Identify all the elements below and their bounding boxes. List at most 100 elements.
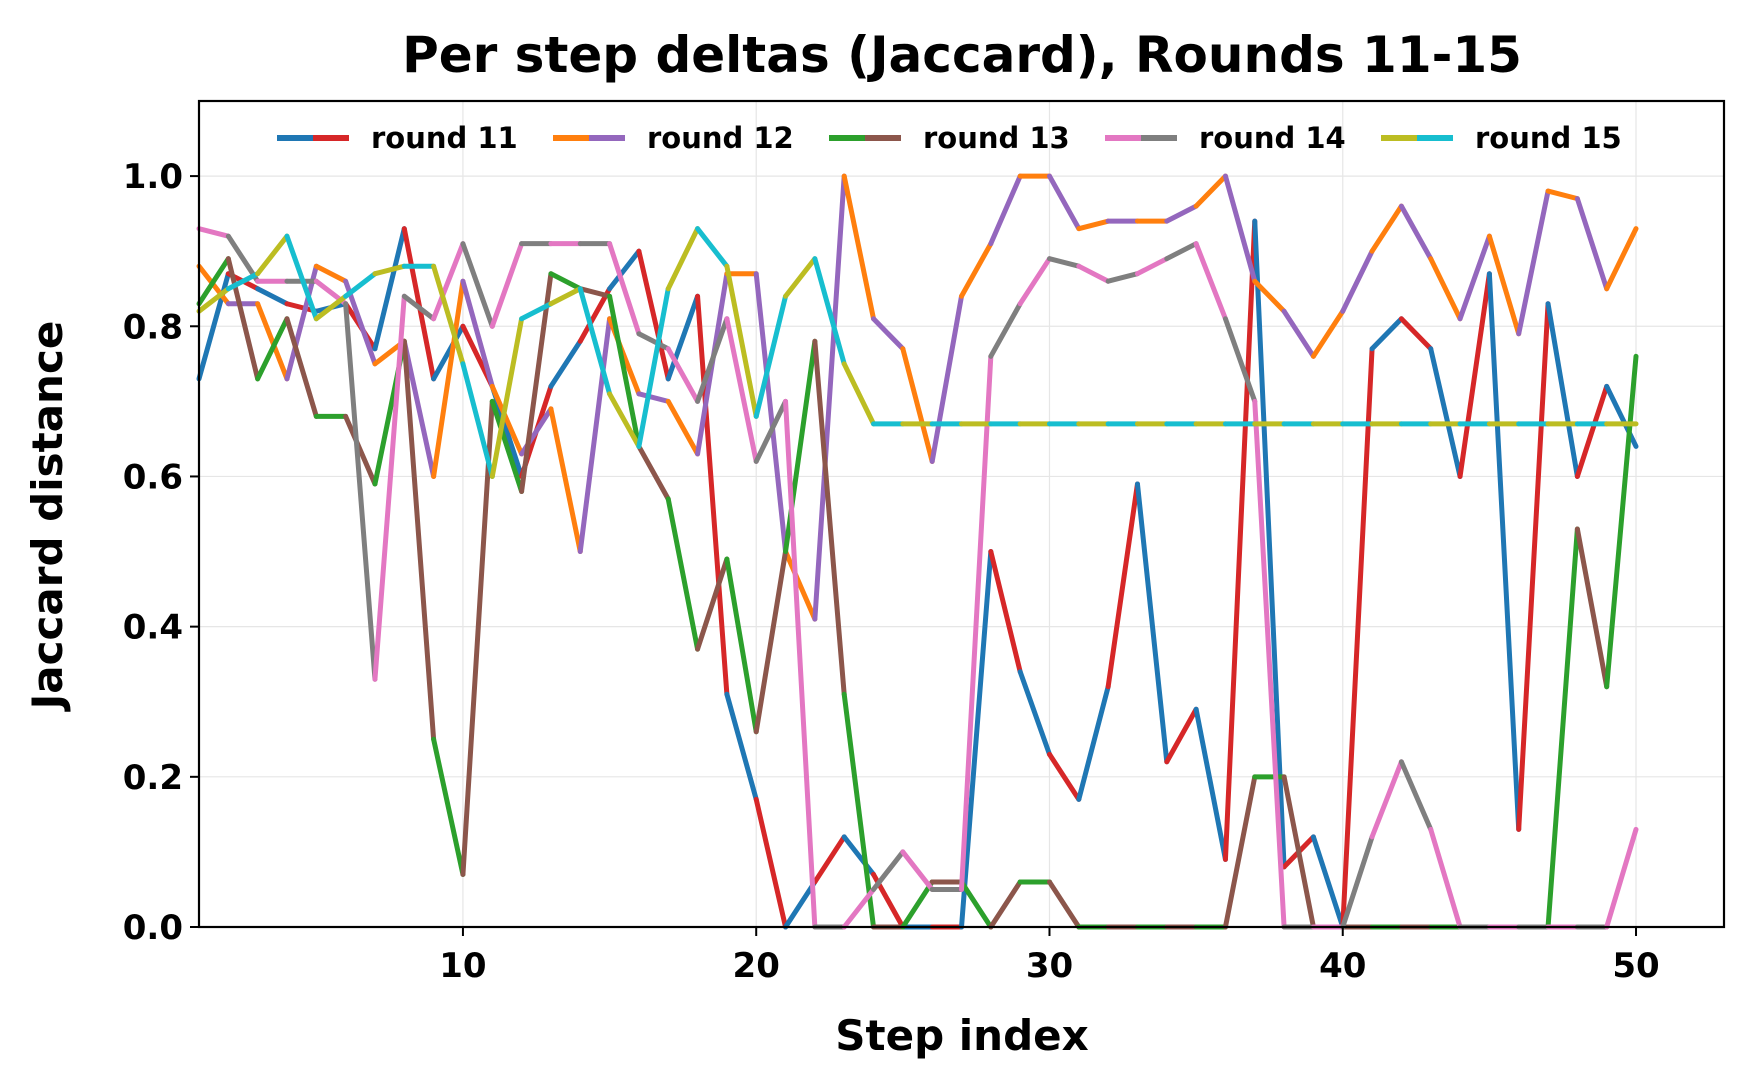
series-segment [1222, 316, 1258, 404]
x-tick-label: 10 [439, 946, 486, 986]
series-segment [988, 549, 1023, 675]
x-tick-label: 40 [1319, 946, 1366, 986]
series-segment [1105, 271, 1140, 284]
series-segment [1604, 226, 1639, 292]
series-segment [841, 691, 877, 930]
x-tick-label: 50 [1612, 946, 1659, 986]
series-segment [871, 849, 906, 892]
series-segment [1017, 669, 1052, 757]
series-segment [1398, 316, 1434, 352]
series-segment [1046, 256, 1082, 269]
series-segment [607, 241, 642, 337]
y-tick-label: 0.2 [123, 758, 183, 798]
series-segment [489, 241, 525, 329]
series-segment [1310, 834, 1346, 930]
series-segment [1545, 301, 1580, 479]
series-segment [1193, 173, 1228, 209]
legend-entry: round 14 [1105, 121, 1346, 155]
series-segment [196, 226, 231, 239]
chart-title: Per step deltas (Jaccard), Rounds 11-15 [402, 26, 1522, 84]
series-segment [900, 849, 935, 892]
legend-label: round 11 [371, 121, 518, 155]
series-segment [783, 879, 818, 930]
series-segment [548, 286, 583, 307]
series-segment [343, 413, 378, 487]
series-segment [665, 398, 701, 457]
legend: round 11 round 12 round 13 round 14 round 15 [277, 121, 1622, 155]
series-segment [959, 353, 994, 892]
series-segment [1222, 774, 1258, 930]
series-segment [988, 301, 1023, 359]
series-segment [284, 263, 319, 382]
series-segment [1046, 173, 1082, 232]
series-segment [196, 286, 231, 314]
series-segment [372, 226, 407, 352]
series-segment [489, 316, 525, 479]
series-segment [636, 391, 671, 404]
series-segment [1046, 751, 1082, 802]
series-segment [724, 691, 759, 802]
series-segment [900, 879, 935, 930]
series-segment [695, 226, 730, 269]
series-segment [1076, 218, 1111, 232]
series-segment [548, 406, 583, 555]
series-segment [812, 256, 847, 367]
series-segment [489, 398, 525, 494]
series-segment [695, 316, 730, 404]
series-segment [636, 331, 671, 352]
series-segment [1164, 203, 1199, 224]
series-round-14 [196, 226, 1639, 930]
series-segment [959, 241, 994, 299]
x-tick-label: 30 [1026, 946, 1073, 986]
series-segment [548, 338, 583, 389]
series-segment [431, 263, 466, 367]
series-segment [1545, 188, 1580, 202]
series-segment [1222, 218, 1258, 862]
series-segment [255, 301, 290, 382]
series-segment [519, 301, 554, 322]
series-segment [372, 293, 407, 682]
series-segment [431, 278, 466, 479]
series-segment [548, 271, 583, 292]
series-segment [1457, 271, 1492, 479]
series-segment [343, 271, 378, 299]
series-round-11 [196, 218, 1639, 930]
series-segment [1340, 346, 1375, 930]
series-segment [401, 338, 437, 742]
series-segment [489, 383, 525, 457]
series-segment [929, 293, 964, 464]
series-segment [695, 556, 730, 652]
series-segment [841, 886, 877, 930]
series-segment [959, 549, 994, 930]
y-tick-label: 1.0 [123, 157, 183, 197]
series-round-13 [196, 256, 1639, 930]
series-segment [1428, 826, 1463, 930]
series-segment [1457, 233, 1492, 322]
series-segment [1369, 759, 1404, 840]
series-segment [607, 391, 642, 449]
series-segment [812, 338, 847, 697]
legend-entry: round 13 [829, 121, 1070, 155]
series-segment [1164, 241, 1199, 262]
gridlines [199, 101, 1724, 928]
series-segment [401, 226, 437, 382]
series-segment [1398, 759, 1434, 832]
series-segment [225, 271, 261, 292]
series-segment [1017, 256, 1052, 307]
series-segment [431, 323, 466, 382]
series-segment [607, 293, 642, 449]
series-segment [783, 256, 818, 299]
legend-entry: round 11 [277, 121, 518, 155]
series-segment [988, 173, 1023, 247]
series-segment [1545, 526, 1580, 930]
series-segment [812, 834, 847, 885]
legend-entry: round 12 [553, 121, 794, 155]
series-segment [724, 556, 759, 735]
series-segment [841, 361, 877, 427]
plot-frame [197, 99, 1726, 929]
series-segment [1076, 263, 1111, 284]
series-segment [1428, 346, 1463, 479]
series-segment [783, 549, 818, 622]
series-segment [1164, 706, 1199, 765]
series-segment [959, 879, 994, 930]
